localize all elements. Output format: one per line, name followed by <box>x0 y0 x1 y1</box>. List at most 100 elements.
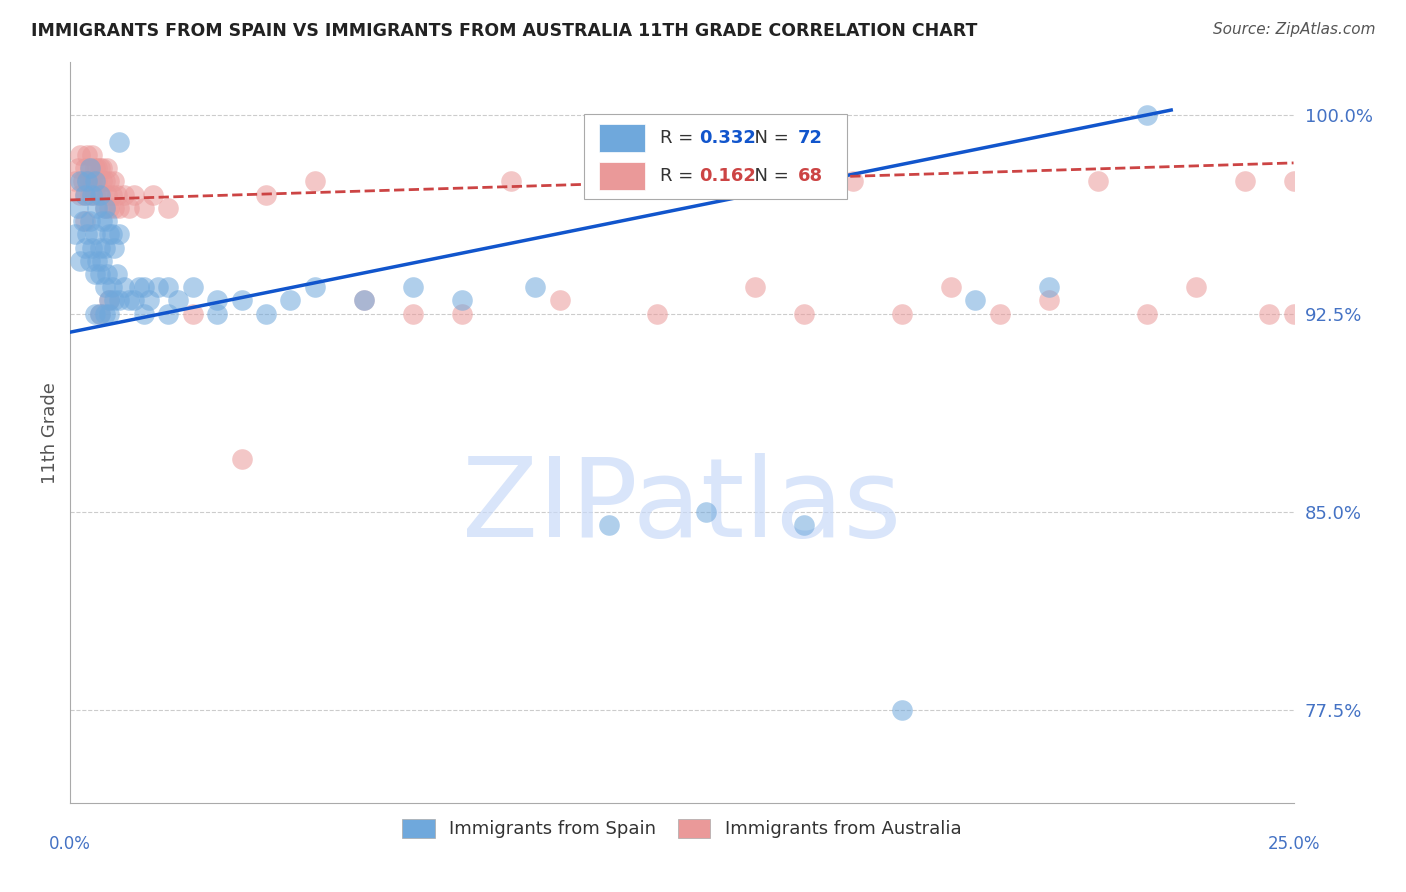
Point <box>79 174 101 188</box>
Point <box>965 293 987 308</box>
Point <box>157 201 180 215</box>
Point <box>231 293 253 308</box>
Point <box>695 174 717 188</box>
Text: N =: N = <box>744 167 794 185</box>
Point <box>1038 280 1060 294</box>
Point <box>101 187 124 202</box>
Point <box>82 187 104 202</box>
Point <box>76 174 98 188</box>
Point <box>82 174 104 188</box>
Point <box>103 293 125 308</box>
Point <box>103 241 125 255</box>
Point <box>96 161 118 176</box>
Legend: Immigrants from Spain, Immigrants from Australia: Immigrants from Spain, Immigrants from A… <box>395 812 969 846</box>
Point <box>647 307 669 321</box>
Point <box>254 307 277 321</box>
Point <box>91 253 114 268</box>
Point <box>118 201 141 215</box>
Point <box>73 241 96 255</box>
Point <box>91 214 114 228</box>
Point <box>353 293 375 308</box>
Point <box>98 174 121 188</box>
Point <box>76 148 98 162</box>
Point <box>744 280 766 294</box>
Point <box>73 187 96 202</box>
Point <box>79 214 101 228</box>
Point <box>76 174 98 188</box>
Point <box>231 452 253 467</box>
Point <box>1136 108 1159 122</box>
Point <box>96 187 118 202</box>
Point <box>76 227 98 242</box>
Point <box>101 227 124 242</box>
Point <box>93 201 115 215</box>
Point <box>1038 293 1060 308</box>
Point <box>79 161 101 176</box>
Y-axis label: 11th Grade: 11th Grade <box>41 382 59 483</box>
Point <box>148 280 170 294</box>
Text: IMMIGRANTS FROM SPAIN VS IMMIGRANTS FROM AUSTRALIA 11TH GRADE CORRELATION CHART: IMMIGRANTS FROM SPAIN VS IMMIGRANTS FROM… <box>31 22 977 40</box>
Text: ZIPatlas: ZIPatlas <box>463 453 901 560</box>
Point <box>122 187 145 202</box>
Point <box>93 174 115 188</box>
Point <box>122 293 145 308</box>
Point <box>1258 307 1281 321</box>
Point <box>891 703 914 717</box>
Point <box>63 227 86 242</box>
Point <box>1184 280 1206 294</box>
Point <box>793 307 815 321</box>
Point <box>93 280 115 294</box>
FancyBboxPatch shape <box>599 161 645 190</box>
Point <box>89 187 111 202</box>
Point <box>181 280 204 294</box>
Point <box>548 293 571 308</box>
Text: N =: N = <box>744 129 794 147</box>
Point <box>83 174 105 188</box>
Point <box>82 148 104 162</box>
Point <box>891 307 914 321</box>
Point <box>205 307 228 321</box>
Point <box>98 307 121 321</box>
Point <box>524 280 547 294</box>
Point <box>86 253 108 268</box>
Point <box>1087 174 1109 188</box>
Point <box>118 293 141 308</box>
Point <box>402 280 425 294</box>
Point <box>353 293 375 308</box>
Point <box>79 187 101 202</box>
Point <box>89 241 111 255</box>
Point <box>89 307 111 321</box>
Point <box>98 227 121 242</box>
Point <box>939 280 962 294</box>
Point <box>598 174 620 188</box>
Point <box>105 267 128 281</box>
Point <box>108 227 131 242</box>
Point <box>69 148 91 162</box>
Point <box>304 174 326 188</box>
Point <box>83 267 105 281</box>
Point <box>132 307 155 321</box>
Point <box>142 187 165 202</box>
Point <box>83 187 105 202</box>
Point <box>108 201 131 215</box>
Point <box>73 161 96 176</box>
Point <box>96 214 118 228</box>
Point <box>105 187 128 202</box>
Point <box>66 161 89 176</box>
Point <box>83 227 105 242</box>
Text: 72: 72 <box>799 129 823 147</box>
Point <box>89 267 111 281</box>
Point <box>103 201 125 215</box>
Point <box>157 307 180 321</box>
Point <box>86 174 108 188</box>
Point <box>93 241 115 255</box>
Point <box>205 293 228 308</box>
Point <box>598 518 620 533</box>
Point <box>1282 174 1305 188</box>
Point <box>83 307 105 321</box>
FancyBboxPatch shape <box>583 114 846 200</box>
Point <box>89 161 111 176</box>
Point <box>842 174 865 188</box>
Point <box>73 214 96 228</box>
Point <box>63 174 86 188</box>
